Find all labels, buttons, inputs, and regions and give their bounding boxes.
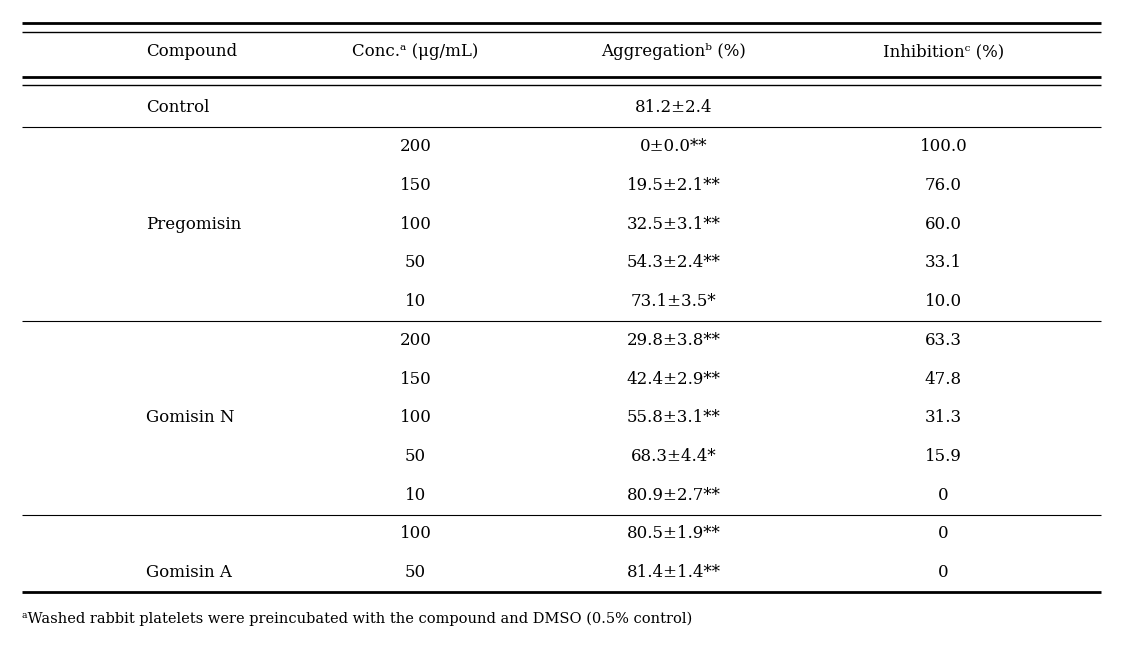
Text: 54.3±2.4**: 54.3±2.4**: [627, 254, 721, 271]
Text: 76.0: 76.0: [925, 177, 961, 194]
Text: Pregomisin: Pregomisin: [146, 216, 241, 232]
Text: Control: Control: [146, 99, 209, 117]
Text: 100: 100: [400, 409, 431, 426]
Text: 100.0: 100.0: [920, 138, 967, 155]
Text: 50: 50: [405, 564, 426, 581]
Text: Gomisin N: Gomisin N: [146, 409, 235, 426]
Text: 42.4±2.9**: 42.4±2.9**: [627, 370, 721, 388]
Text: 200: 200: [400, 332, 431, 349]
Text: 10.0: 10.0: [924, 293, 962, 310]
Text: 200: 200: [400, 138, 431, 155]
Text: 10: 10: [405, 293, 426, 310]
Text: 68.3±4.4*: 68.3±4.4*: [631, 448, 716, 465]
Text: 31.3: 31.3: [924, 409, 962, 426]
Text: 50: 50: [405, 448, 426, 465]
Text: 50: 50: [405, 254, 426, 271]
Text: Gomisin A: Gomisin A: [146, 564, 231, 581]
Text: 47.8: 47.8: [924, 370, 962, 388]
Text: Aggregationᵇ (%): Aggregationᵇ (%): [601, 43, 747, 60]
Text: ᵃWashed rabbit platelets were preincubated with the compound and DMSO (0.5% cont: ᵃWashed rabbit platelets were preincubat…: [22, 612, 693, 627]
Text: 0: 0: [938, 564, 949, 581]
Text: 60.0: 60.0: [925, 216, 961, 232]
Text: 0±0.0**: 0±0.0**: [640, 138, 707, 155]
Text: 0: 0: [938, 487, 949, 503]
Text: 73.1±3.5*: 73.1±3.5*: [631, 293, 716, 310]
Text: 15.9: 15.9: [925, 448, 961, 465]
Text: 100: 100: [400, 525, 431, 542]
Text: 150: 150: [400, 370, 431, 388]
Text: 29.8±3.8**: 29.8±3.8**: [627, 332, 721, 349]
Text: 80.9±2.7**: 80.9±2.7**: [627, 487, 721, 503]
Text: 19.5±2.1**: 19.5±2.1**: [627, 177, 721, 194]
Text: 150: 150: [400, 177, 431, 194]
Text: 81.4±1.4**: 81.4±1.4**: [627, 564, 721, 581]
Text: 81.2±2.4: 81.2±2.4: [634, 99, 713, 117]
Text: 10: 10: [405, 487, 426, 503]
Text: Conc.ᵃ (μg/mL): Conc.ᵃ (μg/mL): [353, 43, 478, 60]
Text: Compound: Compound: [146, 43, 237, 60]
Text: 0: 0: [938, 525, 949, 542]
Text: 63.3: 63.3: [925, 332, 961, 349]
Text: 33.1: 33.1: [924, 254, 962, 271]
Text: Inhibitionᶜ (%): Inhibitionᶜ (%): [883, 43, 1004, 60]
Text: 55.8±3.1**: 55.8±3.1**: [627, 409, 721, 426]
Text: 32.5±3.1**: 32.5±3.1**: [627, 216, 721, 232]
Text: 100: 100: [400, 216, 431, 232]
Text: 80.5±1.9**: 80.5±1.9**: [627, 525, 721, 542]
